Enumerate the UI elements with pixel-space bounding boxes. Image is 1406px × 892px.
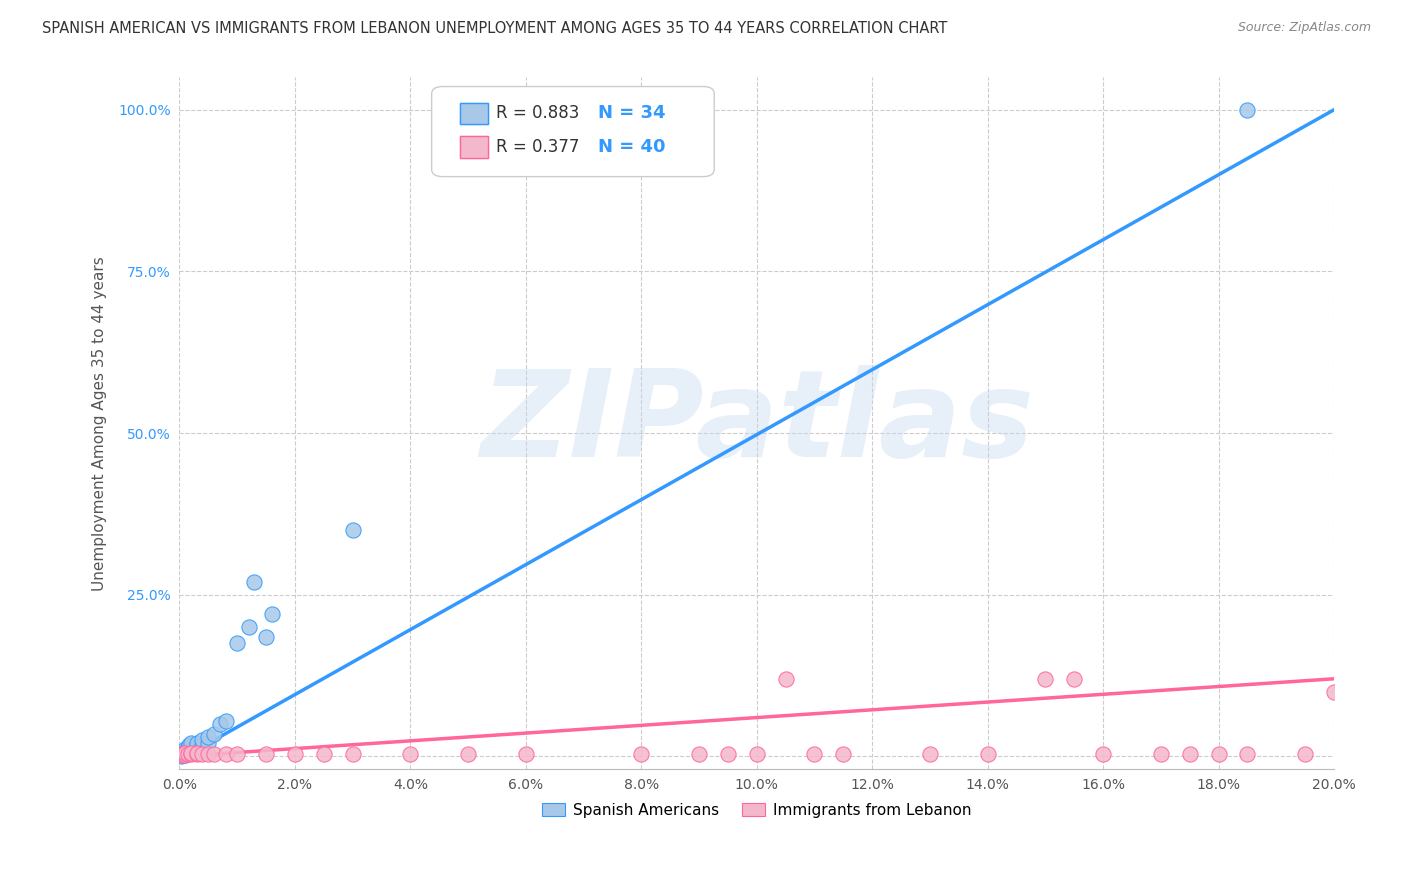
Point: [226, 636, 249, 650]
Point: [173, 746, 195, 760]
Text: R = 0.883: R = 0.883: [496, 104, 579, 122]
Point: [180, 736, 202, 750]
Point: [176, 744, 198, 758]
Point: [208, 717, 231, 731]
Point: [197, 736, 219, 750]
Point: [191, 738, 214, 752]
Point: [174, 747, 197, 762]
Point: [177, 739, 200, 754]
Point: [172, 746, 194, 760]
Point: [202, 747, 225, 761]
Point: [174, 746, 197, 760]
Point: [745, 747, 768, 762]
Point: [226, 747, 249, 762]
Point: [174, 745, 197, 759]
Point: [457, 747, 479, 762]
Point: [177, 747, 200, 762]
Point: [399, 747, 422, 761]
Point: [1323, 684, 1346, 698]
Point: [630, 747, 652, 761]
Point: [173, 748, 195, 763]
Text: R = 0.377: R = 0.377: [496, 138, 579, 156]
Point: [186, 746, 208, 760]
Point: [515, 747, 537, 762]
Point: [172, 747, 194, 762]
Point: [180, 746, 202, 760]
Point: [214, 714, 236, 728]
Point: [775, 672, 797, 686]
Point: [214, 747, 236, 762]
Point: [170, 749, 193, 764]
Point: [284, 747, 307, 761]
Point: [238, 620, 260, 634]
Point: [170, 748, 193, 763]
Point: [186, 736, 208, 750]
Text: Source: ZipAtlas.com: Source: ZipAtlas.com: [1237, 21, 1371, 35]
Point: [254, 747, 277, 761]
Point: [180, 747, 202, 762]
Text: ZIPatlas: ZIPatlas: [479, 365, 1033, 482]
Point: [254, 630, 277, 644]
Point: [177, 741, 200, 756]
Text: N = 34: N = 34: [598, 104, 665, 122]
Point: [174, 748, 197, 763]
Point: [1178, 747, 1201, 762]
Legend: Spanish Americans, Immigrants from Lebanon: Spanish Americans, Immigrants from Leban…: [536, 797, 977, 824]
Point: [1208, 747, 1230, 762]
Point: [180, 743, 202, 757]
Point: [1294, 747, 1316, 762]
Point: [1063, 672, 1085, 686]
Point: [191, 733, 214, 747]
Point: [179, 738, 201, 752]
Point: [202, 727, 225, 741]
Point: [976, 747, 998, 762]
Point: [176, 746, 198, 760]
Point: [186, 739, 208, 754]
Point: [180, 746, 202, 760]
Point: [1033, 672, 1056, 686]
Point: [176, 743, 198, 757]
Point: [1236, 103, 1258, 117]
Point: [342, 523, 364, 537]
Text: SPANISH AMERICAN VS IMMIGRANTS FROM LEBANON UNEMPLOYMENT AMONG AGES 35 TO 44 YEA: SPANISH AMERICAN VS IMMIGRANTS FROM LEBA…: [42, 21, 948, 37]
Point: [191, 747, 214, 761]
Point: [1236, 747, 1258, 762]
Y-axis label: Unemployment Among Ages 35 to 44 years: Unemployment Among Ages 35 to 44 years: [93, 256, 107, 591]
Point: [688, 747, 710, 762]
Point: [260, 607, 283, 621]
Point: [312, 747, 335, 762]
Point: [342, 747, 364, 762]
Point: [172, 747, 194, 762]
Point: [172, 748, 194, 763]
Point: [832, 747, 855, 762]
Point: [174, 741, 197, 756]
Point: [803, 747, 825, 762]
Point: [197, 747, 219, 762]
Point: [243, 574, 266, 589]
Point: [717, 747, 740, 762]
Point: [172, 747, 194, 762]
Point: [1150, 747, 1173, 762]
Point: [197, 730, 219, 744]
Point: [186, 747, 208, 761]
Text: N = 40: N = 40: [598, 138, 665, 156]
Point: [1092, 747, 1115, 762]
Point: [918, 747, 941, 762]
